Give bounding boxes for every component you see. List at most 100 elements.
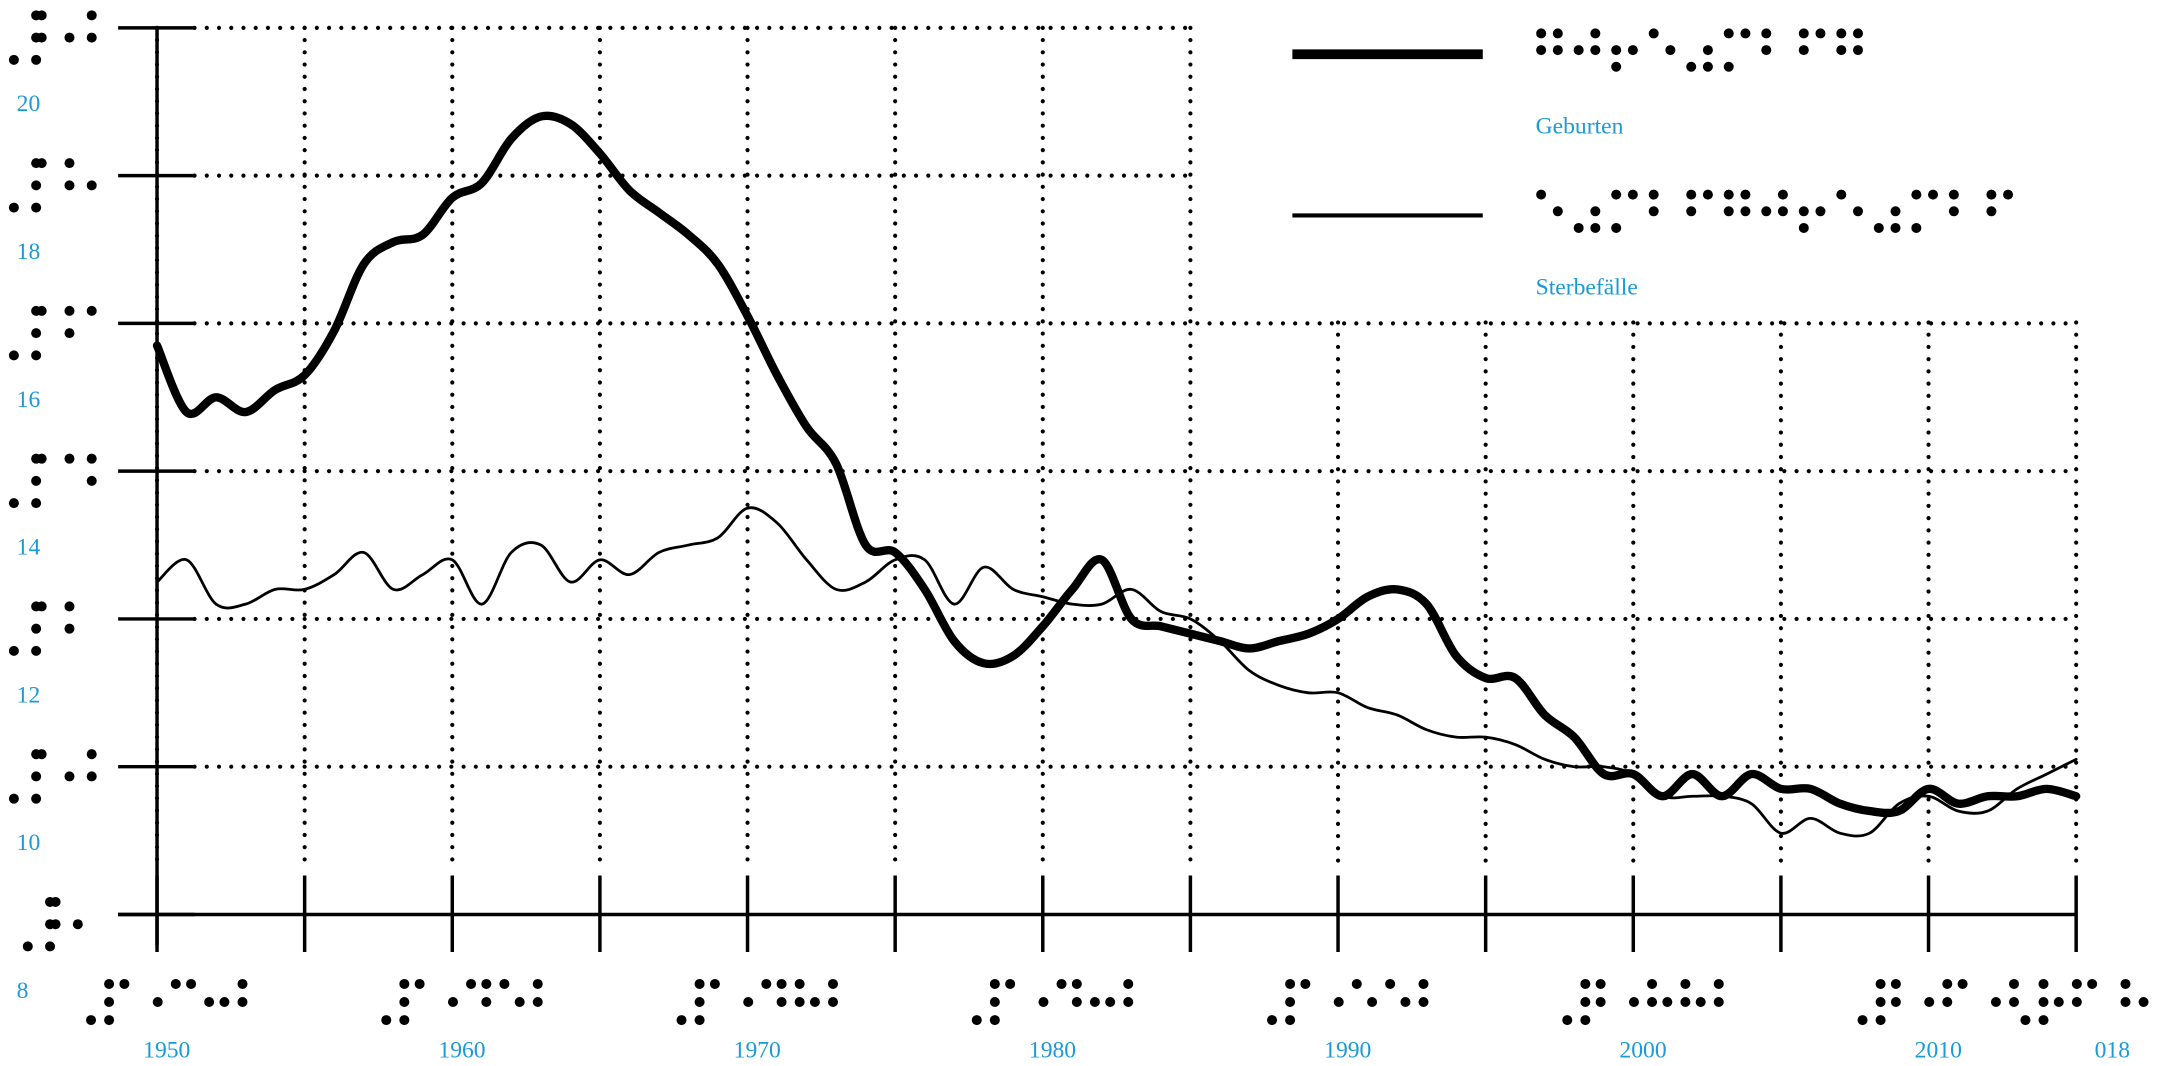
x-tick-label: 1970 (734, 1038, 781, 1064)
y-tick-label: 16 (17, 387, 41, 413)
braille-dot (31, 54, 42, 65)
braille-dot (2009, 978, 2020, 989)
braille-dot (827, 978, 839, 989)
braille-dot (64, 771, 75, 782)
braille-dot (1740, 206, 1751, 217)
braille-dot (36, 749, 47, 760)
braille-dot (1986, 189, 1997, 200)
braille-dot (36, 32, 47, 43)
legend-background (1206, 0, 2179, 315)
braille-dot (761, 978, 772, 989)
braille-dot (989, 1015, 1000, 1026)
braille-dot (2038, 978, 2049, 989)
braille-dot (499, 978, 510, 989)
braille-dot (1552, 206, 1563, 217)
braille-dot (31, 793, 42, 804)
braille-dot (1627, 189, 1638, 200)
braille-dot (237, 997, 248, 1008)
braille-dot (1300, 978, 1311, 989)
braille-dot (381, 1015, 392, 1026)
braille-dot (1536, 189, 1547, 200)
braille-dot (1367, 997, 1378, 1008)
braille-dot (481, 997, 492, 1008)
braille-dot (1942, 978, 1953, 989)
x-tick-label: 1990 (1324, 1038, 1371, 1064)
braille-dot (1611, 45, 1622, 56)
braille-dot (86, 453, 97, 464)
braille-dot (36, 10, 47, 21)
braille-dot (1815, 28, 1826, 39)
braille-dot (86, 10, 97, 21)
braille-dot (1590, 28, 1601, 39)
braille-dot (694, 997, 705, 1008)
lines (152, 111, 2081, 838)
braille-dot (1890, 997, 1901, 1008)
braille-dot (481, 978, 492, 989)
braille-dot (1740, 189, 1751, 200)
braille-dot (1723, 28, 1734, 39)
braille-dot (22, 941, 33, 952)
braille-dot (1702, 61, 1713, 72)
braille-dot (36, 601, 47, 612)
braille-dot (694, 1015, 705, 1026)
braille-dot (1761, 206, 1772, 217)
braille-dot (514, 997, 525, 1008)
braille-dot (170, 978, 181, 989)
braille-dot (31, 350, 42, 361)
braille-dot (1723, 189, 1734, 200)
braille-dot (1713, 997, 1724, 1008)
braille-dot (1285, 997, 1296, 1008)
braille-dot (45, 941, 56, 952)
braille-dot (119, 978, 130, 989)
braille-dot (1680, 978, 1691, 989)
braille-dot (64, 158, 75, 169)
x-tick-label: 2010 (1915, 1038, 1962, 1064)
braille-dot (104, 997, 115, 1008)
braille-dot (1333, 997, 1344, 1008)
braille-dot (86, 475, 97, 486)
braille-dot (1611, 222, 1622, 233)
braille-dot (1686, 189, 1697, 200)
braille-dot (152, 997, 163, 1008)
braille-dot (1580, 997, 1591, 1008)
braille-dot (1777, 206, 1788, 217)
braille-dot (86, 749, 97, 760)
braille-dot (1056, 978, 1067, 989)
braille-dot (1418, 997, 1429, 1008)
braille-dot (1852, 206, 1863, 217)
x-tick-label: 1950 (143, 1038, 190, 1064)
braille-dot (1285, 978, 1296, 989)
braille-dot (237, 978, 248, 989)
axes: 8 10 12 14 16 18 20 1950 1960 1970 1980 1990 2000 201… (17, 26, 2130, 1064)
braille-dot (1713, 978, 1724, 989)
braille-dot (1948, 206, 1959, 217)
braille-dot (104, 1015, 115, 1026)
braille-dot (1071, 997, 1082, 1008)
braille-dot (186, 978, 197, 989)
legend-label: Sterbefälle (1536, 275, 1638, 301)
braille-dot (2053, 997, 2064, 1008)
braille-dot (971, 1015, 982, 1026)
braille-dot (1552, 45, 1563, 56)
braille-dot (1611, 61, 1622, 72)
braille-dot (399, 978, 410, 989)
braille-dot (31, 771, 42, 782)
braille-dot (1948, 189, 1959, 200)
braille-dot (1852, 45, 1863, 56)
braille-dot (2038, 997, 2049, 1008)
braille-dot (1590, 45, 1601, 56)
braille-dot (1647, 997, 1658, 1008)
braille-dot (1590, 222, 1601, 233)
braille-dot (8, 350, 19, 361)
braille-dot (2071, 978, 2082, 989)
braille-dot (104, 978, 115, 989)
y-tick-label: 14 (17, 535, 41, 561)
braille-dot (1798, 45, 1809, 56)
braille-dot (72, 919, 83, 930)
y-tick-label: 20 (17, 91, 41, 117)
braille-dot (1798, 222, 1809, 233)
braille-dot (31, 475, 42, 486)
braille-dot (1875, 978, 1886, 989)
braille-dot (399, 997, 410, 1008)
